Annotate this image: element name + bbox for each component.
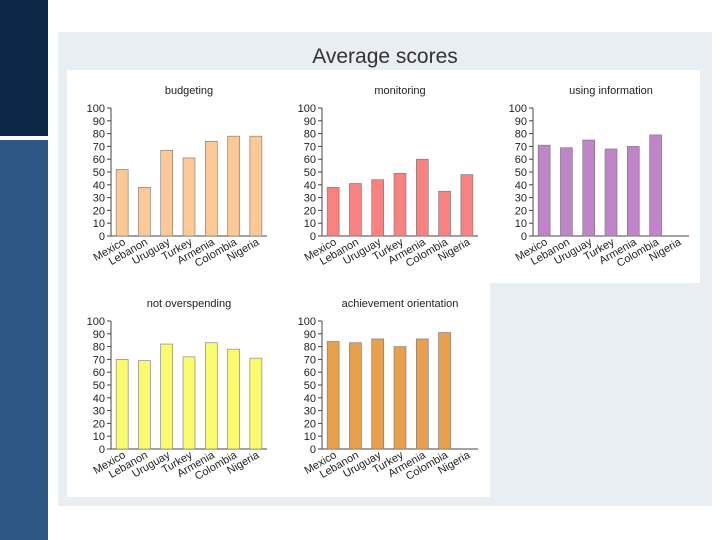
bar (227, 348, 240, 450)
bar (160, 149, 174, 237)
y-tick-label: 60 (93, 367, 105, 379)
bar (326, 187, 340, 237)
bar (649, 134, 662, 237)
y-tick-label: 20 (93, 418, 105, 430)
bar (415, 158, 429, 237)
y-tick-label: 20 (304, 205, 316, 217)
y-tick-label: 50 (304, 167, 316, 179)
y-tick-label: 30 (304, 193, 316, 205)
bar (138, 360, 151, 450)
bar (560, 147, 573, 237)
bar (537, 144, 551, 237)
bar (604, 148, 618, 237)
bar (371, 338, 385, 450)
y-tick-label: 90 (515, 116, 527, 128)
y-tick-label: 60 (304, 367, 316, 379)
bar (160, 343, 174, 450)
bar (204, 342, 218, 450)
y-tick-label: 50 (304, 380, 316, 392)
chart-title: monitoring (374, 85, 425, 97)
y-tick-label: 30 (515, 193, 527, 205)
y-tick-label: 20 (515, 205, 527, 217)
y-tick-label: 100 (509, 103, 527, 115)
y-tick-label: 30 (93, 406, 105, 418)
chart-title: using information (569, 85, 653, 97)
chart-title: not overspending (147, 298, 231, 310)
y-tick-label: 0 (310, 231, 316, 243)
y-tick-label: 10 (304, 431, 316, 443)
bar (249, 357, 263, 450)
bar (349, 342, 362, 450)
y-tick-label: 70 (304, 354, 316, 366)
bar (393, 346, 407, 450)
y-tick-label: 60 (93, 154, 105, 166)
y-tick-label: 0 (99, 231, 105, 243)
bar (138, 187, 151, 237)
y-tick-label: 100 (87, 316, 105, 328)
bar (326, 341, 340, 450)
y-tick-label: 10 (515, 218, 527, 230)
y-tick-label: 80 (304, 129, 316, 141)
sidebar (0, 140, 48, 540)
y-tick-label: 10 (304, 218, 316, 230)
y-tick-label: 80 (93, 342, 105, 354)
y-tick-label: 80 (93, 129, 105, 141)
y-tick-label: 70 (93, 354, 105, 366)
y-tick-label: 40 (304, 180, 316, 192)
bar (438, 190, 451, 237)
y-tick-label: 0 (521, 231, 527, 243)
y-tick-label: 70 (93, 141, 105, 153)
bar (393, 172, 407, 237)
y-tick-label: 60 (515, 154, 527, 166)
y-tick-label: 90 (93, 329, 105, 341)
bar (182, 356, 196, 450)
y-tick-label: 100 (87, 103, 105, 115)
y-tick-label: 40 (304, 393, 316, 405)
y-tick-label: 10 (93, 431, 105, 443)
y-tick-label: 80 (304, 342, 316, 354)
y-tick-label: 20 (304, 418, 316, 430)
y-tick-label: 40 (93, 393, 105, 405)
y-tick-label: 50 (93, 380, 105, 392)
y-tick-label: 80 (515, 129, 527, 141)
bar (204, 140, 218, 237)
bar (582, 139, 596, 237)
bar (626, 146, 640, 237)
bar (349, 183, 362, 237)
y-tick-label: 60 (304, 154, 316, 166)
bar (249, 135, 263, 237)
y-tick-label: 70 (304, 141, 316, 153)
y-tick-label: 90 (304, 329, 316, 341)
y-tick-label: 50 (515, 167, 527, 179)
chart-title: budgeting (165, 85, 213, 97)
bar (115, 359, 129, 450)
y-tick-label: 100 (298, 316, 316, 328)
sidebar-top (0, 0, 48, 136)
y-tick-label: 90 (93, 116, 105, 128)
y-tick-label: 0 (310, 444, 316, 456)
y-tick-label: 100 (298, 103, 316, 115)
bar (371, 179, 385, 237)
y-tick-label: 30 (93, 193, 105, 205)
y-tick-label: 70 (515, 141, 527, 153)
y-tick-label: 20 (93, 205, 105, 217)
y-tick-label: 30 (304, 406, 316, 418)
chart-title: achievement orientation (342, 298, 459, 310)
y-tick-label: 90 (304, 116, 316, 128)
slide-title: Average scores (312, 45, 458, 68)
y-tick-label: 0 (99, 444, 105, 456)
y-tick-label: 10 (93, 218, 105, 230)
y-tick-label: 40 (93, 180, 105, 192)
bar (438, 332, 451, 450)
y-tick-label: 40 (515, 180, 527, 192)
bar (460, 174, 474, 237)
y-tick-label: 50 (93, 167, 105, 179)
bar (415, 338, 429, 450)
bar (227, 135, 240, 237)
bar (182, 157, 196, 237)
bar (115, 169, 129, 237)
